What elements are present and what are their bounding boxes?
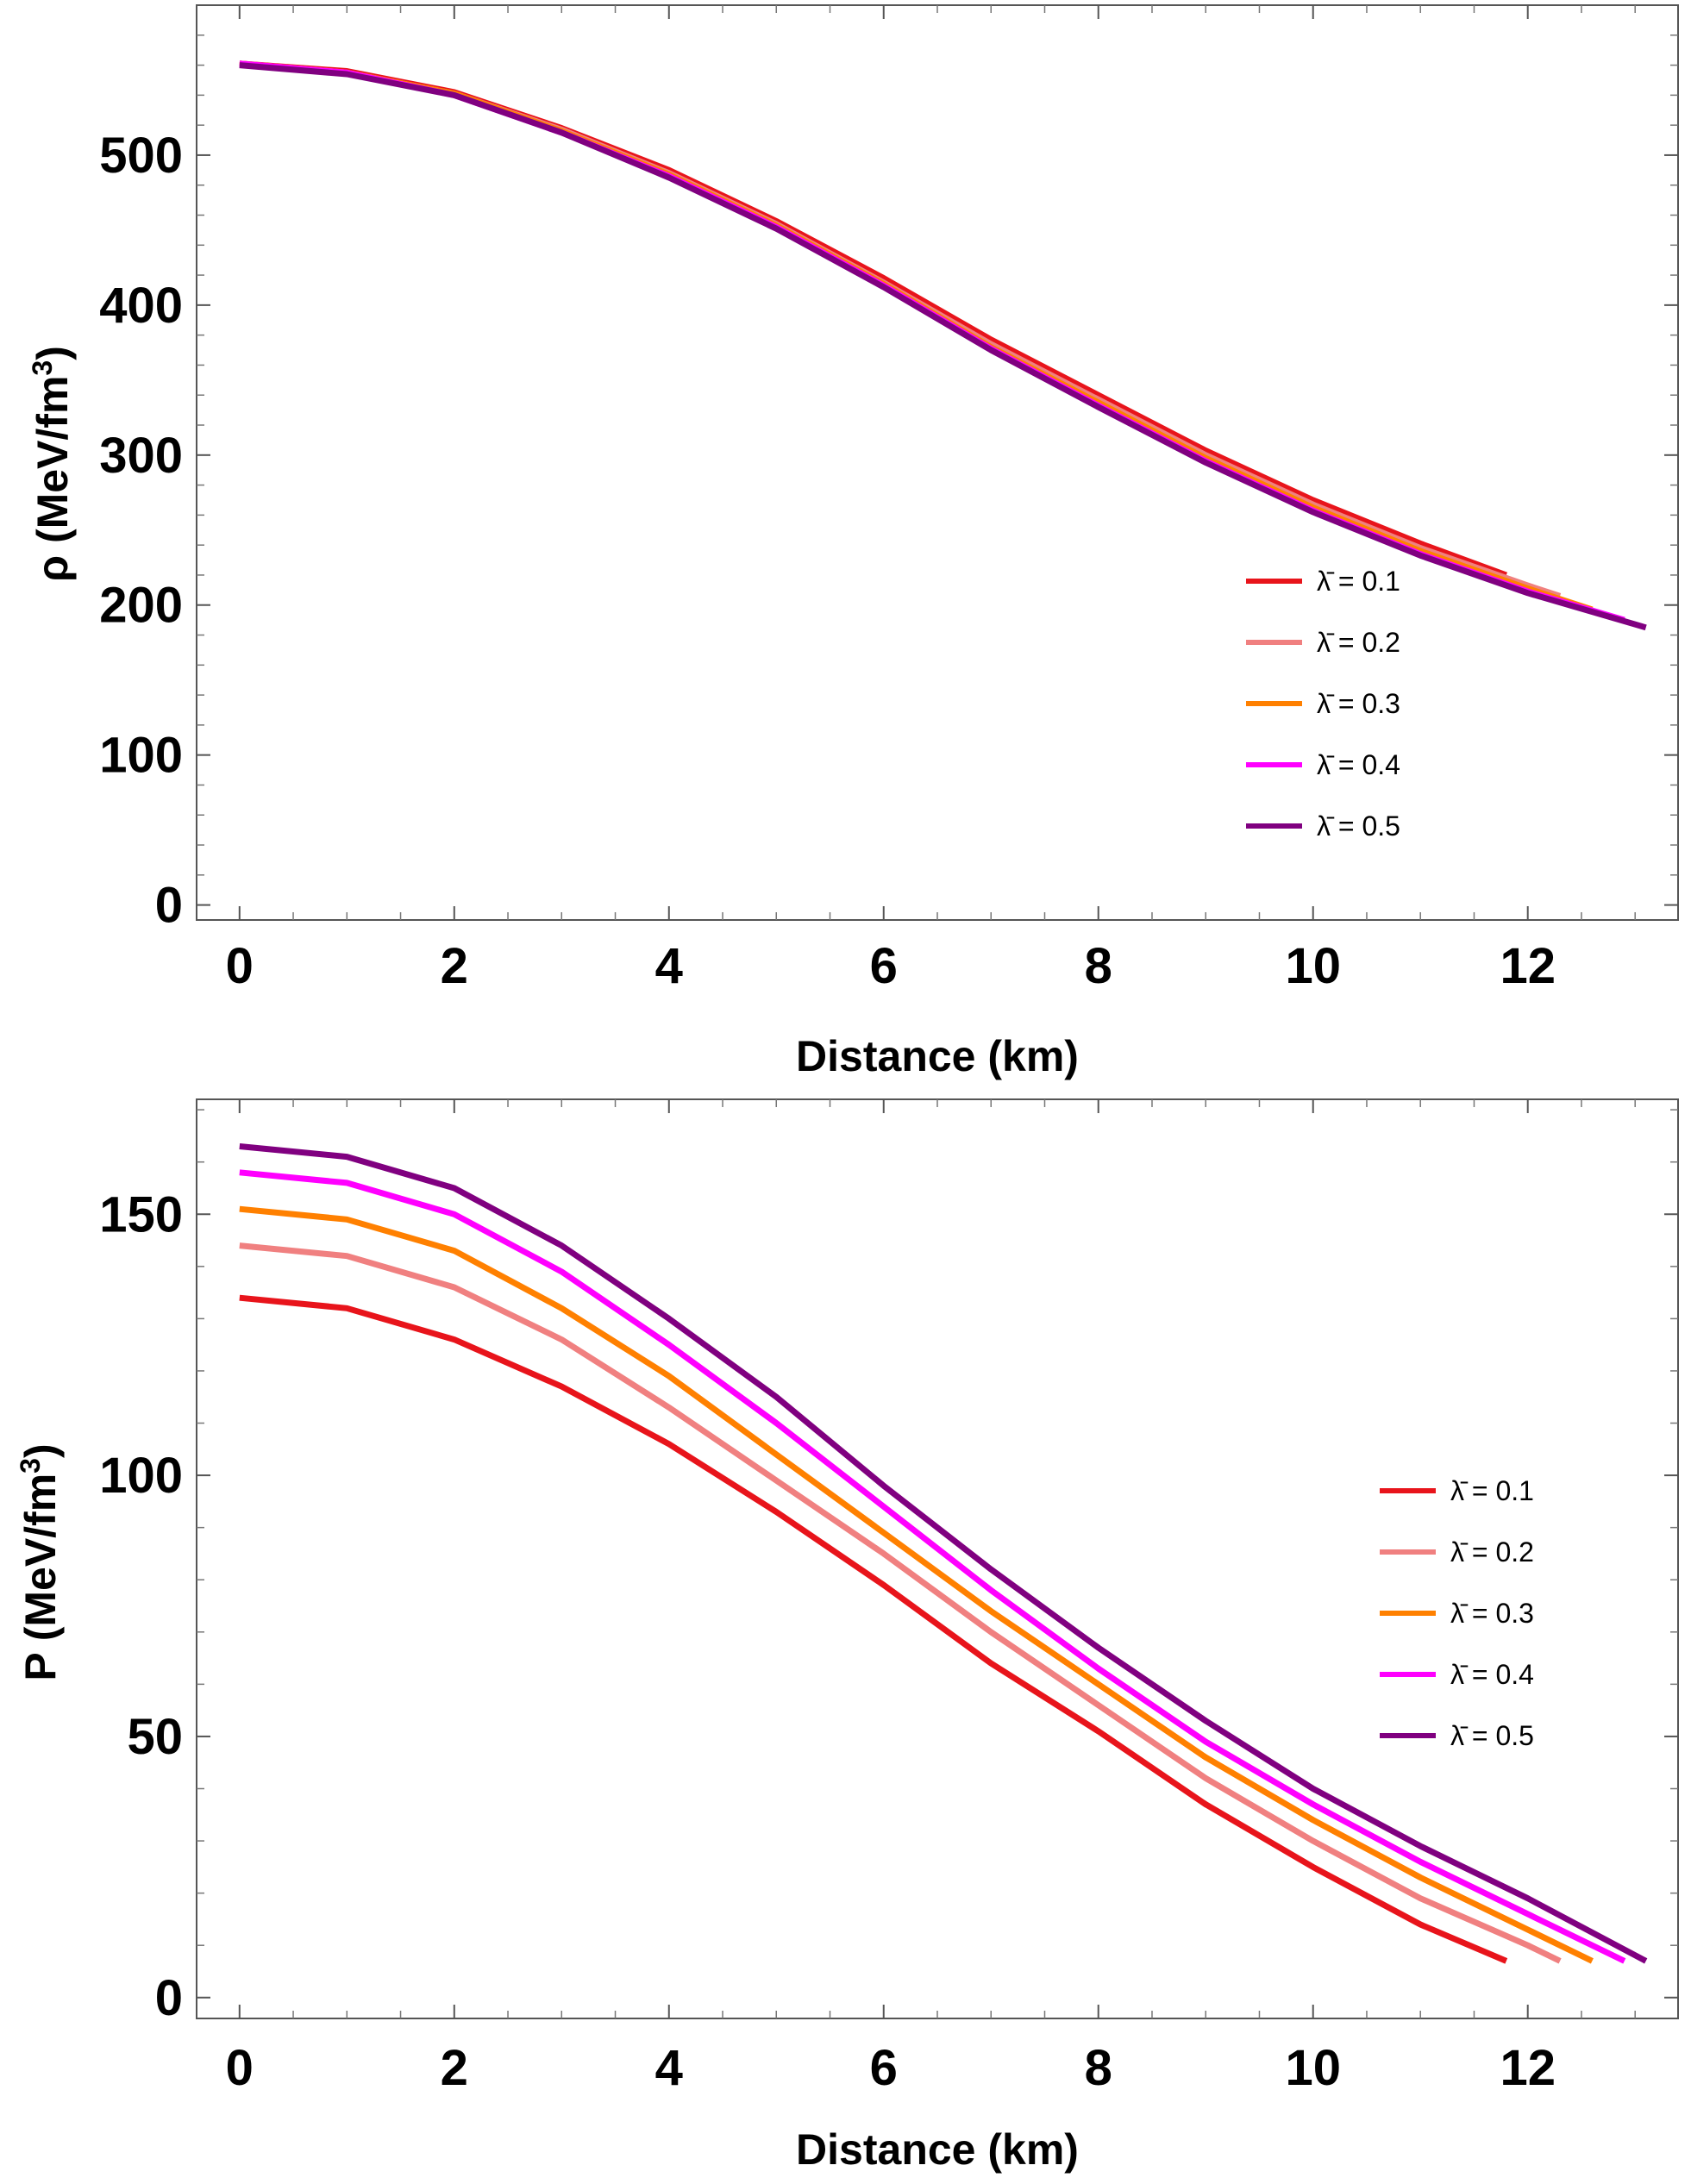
- pressure-series-line-4: [239, 1169, 1626, 1964]
- density-series-line-2: [239, 60, 1562, 599]
- pressure-y-tick-label: 100: [99, 1448, 183, 1504]
- density-y-tick-label: 500: [99, 128, 183, 184]
- density-tick-labels: 0 2 4 6 8 10 12 0 100 200 300 400 500: [99, 128, 1556, 994]
- pressure-axis-ticks: [197, 1099, 1678, 2018]
- density-y-axis-label-sup: 3: [27, 360, 58, 376]
- pressure-y-axis-label-tail: ): [16, 1443, 65, 1458]
- pressure-y-tick-label: 150: [99, 1186, 183, 1242]
- density-y-axis-label-main: ρ (MeV/fm: [28, 376, 77, 582]
- pressure-x-tick-label: 6: [870, 2040, 898, 2096]
- pressure-x-tick-label: 4: [655, 2040, 683, 2096]
- density-series-line-5: [239, 62, 1647, 631]
- density-x-axis-label: Distance (km): [796, 1032, 1079, 1080]
- pressure-legend-label-4: λ̄ = 0.4: [1450, 1659, 1534, 1690]
- pressure-y-tick-label: 0: [155, 1970, 183, 2026]
- density-y-axis-label: ρ (MeV/fm3): [27, 346, 77, 582]
- density-x-tick-label: 0: [226, 938, 254, 994]
- density-legend-label-2: λ̄ = 0.2: [1317, 627, 1400, 658]
- pressure-legend-label-3: λ̄ = 0.3: [1450, 1598, 1534, 1629]
- pressure-x-tick-label: 10: [1285, 2040, 1341, 2096]
- pressure-legend-label-2: λ̄ = 0.2: [1450, 1536, 1534, 1568]
- density-x-tick-label: 8: [1085, 938, 1112, 994]
- pressure-tick-labels: 0 2 4 6 8 10 12 0 50 100 150: [99, 1186, 1556, 2096]
- density-x-tick-label: 6: [870, 938, 898, 994]
- density-legend-label-1: λ̄ = 0.1: [1317, 566, 1400, 597]
- pressure-legend-label-5: λ̄ = 0.5: [1450, 1720, 1534, 1751]
- pressure-series-lines: [239, 1143, 1648, 1964]
- density-x-tick-label: 12: [1500, 938, 1556, 994]
- pressure-y-tick-label: 50: [127, 1709, 183, 1765]
- density-x-tick-label: 4: [655, 938, 683, 994]
- density-legend-label-4: λ̄ = 0.4: [1317, 749, 1400, 780]
- pressure-x-tick-label: 8: [1085, 2040, 1112, 2096]
- pressure-x-tick-label: 12: [1500, 2040, 1556, 2096]
- pressure-series-line-2: [239, 1242, 1562, 1964]
- density-x-tick-label: 10: [1285, 938, 1341, 994]
- density-axis-ticks: [197, 5, 1678, 920]
- density-x-tick-label: 2: [441, 938, 468, 994]
- pressure-x-tick-label: 0: [226, 2040, 254, 2096]
- density-y-tick-label: 100: [99, 728, 183, 784]
- pressure-series-line-5: [239, 1143, 1648, 1964]
- density-y-tick-label: 400: [99, 278, 183, 334]
- pressure-series-line-1: [239, 1294, 1508, 1964]
- pressure-y-axis-label-main: P (MeV/fm: [16, 1474, 65, 1681]
- density-y-tick-label: 200: [99, 578, 183, 634]
- pressure-x-tick-label: 2: [441, 2040, 468, 2096]
- density-y-tick-label: 300: [99, 428, 183, 484]
- density-legend: λ̄ = 0.1 λ̄ = 0.2 λ̄ = 0.3 λ̄ = 0.4 λ̄ = 0.5: [1246, 566, 1400, 842]
- density-y-tick-label: 0: [155, 878, 183, 934]
- pressure-y-axis-label-sup: 3: [15, 1458, 46, 1474]
- pressure-y-axis-label: P (MeV/fm3): [15, 1443, 65, 1680]
- pressure-series-line-3: [239, 1205, 1594, 1964]
- density-legend-label-3: λ̄ = 0.3: [1317, 688, 1400, 719]
- density-series-line-4: [239, 60, 1625, 623]
- density-series-lines: [239, 60, 1647, 631]
- pressure-x-axis-label: Distance (km): [796, 2125, 1079, 2174]
- pressure-legend: λ̄ = 0.1 λ̄ = 0.2 λ̄ = 0.3 λ̄ = 0.4 λ̄ = 0.5: [1380, 1475, 1534, 1751]
- density-series-line-1: [239, 60, 1508, 579]
- density-y-axis-label-tail: ): [28, 346, 77, 360]
- density-legend-label-5: λ̄ = 0.5: [1317, 810, 1400, 842]
- density-plot-frame: [196, 4, 1679, 921]
- pressure-legend-label-1: λ̄ = 0.1: [1450, 1475, 1534, 1506]
